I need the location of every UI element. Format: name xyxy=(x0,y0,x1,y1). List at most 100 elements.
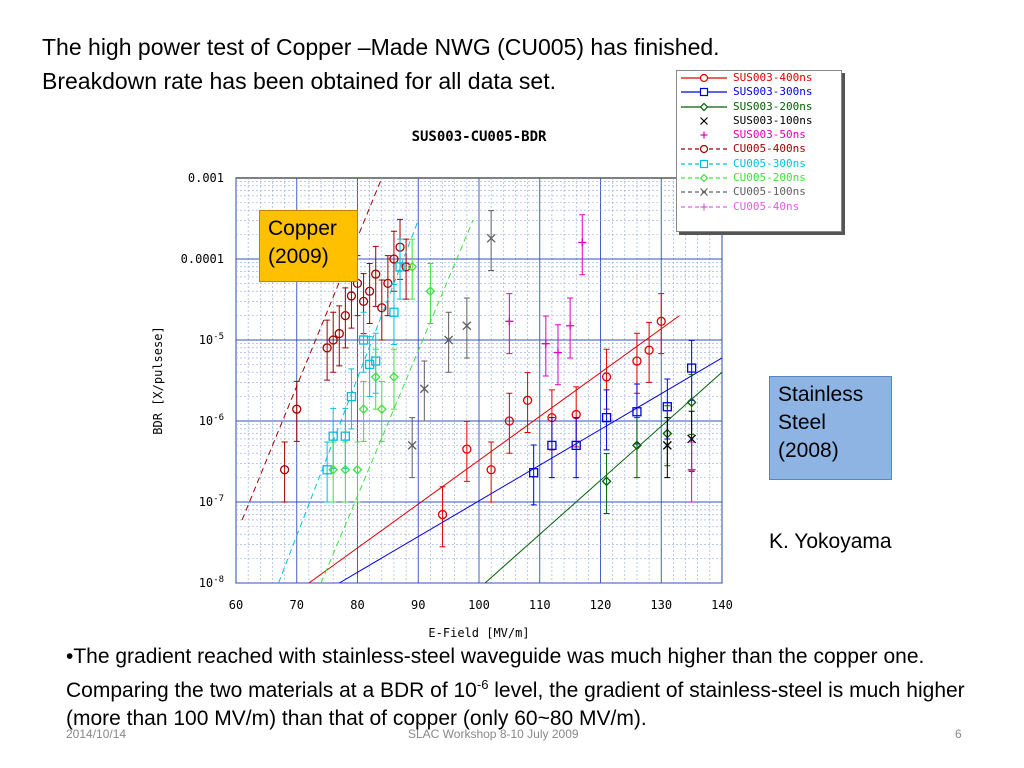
legend-label: CU005-100ns xyxy=(733,185,806,199)
data-point-cu005-400ns xyxy=(279,465,290,475)
data-point-sus003-50ns xyxy=(578,238,587,247)
x-tick-label: 90 xyxy=(411,598,425,612)
data-point-cu005-200ns xyxy=(370,372,381,382)
legend-label: SUS003-50ns xyxy=(733,128,806,142)
data-point-cu005-400ns xyxy=(322,343,332,353)
error-bar-cu005-400ns xyxy=(342,287,349,349)
error-bar-cu005-100ns xyxy=(463,297,470,359)
data-point-sus003-400ns xyxy=(437,509,448,520)
data-point-sus003-400ns xyxy=(462,444,472,454)
error-bar-cu005-300ns xyxy=(390,284,397,345)
error-bar-cu005-400ns xyxy=(336,305,343,367)
data-point-cu005-100ns xyxy=(444,335,454,345)
data-point-cu005-300ns xyxy=(346,391,357,402)
y-tick-label: 0.001 xyxy=(188,171,224,185)
data-point-cu005-400ns xyxy=(401,262,411,272)
copper-label-box: Copper (2009) xyxy=(259,210,358,282)
x-tick-label: 120 xyxy=(590,598,612,612)
bullet-pre: •The gradient reached with stainless-ste… xyxy=(66,645,925,702)
legend-label: SUS003-300ns xyxy=(733,85,813,99)
error-bar-cu005-200ns xyxy=(330,441,337,503)
legend-symbol xyxy=(681,203,727,211)
ss-year: (2008) xyxy=(778,439,839,462)
error-bar-cu005-300ns xyxy=(366,336,373,398)
error-bar-cu005-300ns xyxy=(348,368,355,430)
bullet-text: •The gradient reached with stainless-ste… xyxy=(66,643,976,733)
error-bar-cu005-400ns xyxy=(324,319,331,381)
fit-line-sus003-400ns xyxy=(308,315,680,583)
data-point-sus003-50ns xyxy=(566,321,575,330)
error-bar-cu005-200ns xyxy=(354,441,361,503)
error-bar-cu005-100ns xyxy=(445,311,452,373)
data-point-sus003-200ns xyxy=(601,476,612,487)
data-point-cu005-300ns xyxy=(389,307,399,317)
data-point-sus003-50ns xyxy=(541,339,550,348)
x-tick-label: 70 xyxy=(290,598,304,612)
legend-item: SUS003-400ns xyxy=(677,71,841,85)
x-tick-label: 60 xyxy=(229,598,243,612)
error-bar-sus003-300ns xyxy=(573,417,580,479)
data-point-sus003-100ns xyxy=(662,440,672,450)
error-bar-cu005-300ns xyxy=(324,441,331,503)
data-point-sus003-300ns xyxy=(632,407,642,417)
author: K. Yokoyama xyxy=(769,530,892,553)
x-tick-label: 140 xyxy=(711,598,733,612)
data-point-cu005-200ns xyxy=(358,404,369,415)
x-axis-label: E-Field [MV/m] xyxy=(428,626,529,640)
error-bar-sus003-200ns xyxy=(633,417,640,479)
data-point-cu005-400ns xyxy=(346,291,357,301)
legend-label: CU005-40ns xyxy=(733,199,800,213)
data-point-cu005-200ns xyxy=(425,286,436,297)
data-point-sus003-300ns xyxy=(547,440,557,451)
title-line-1: The high power test of Copper –Made NWG … xyxy=(42,34,720,60)
data-point-cu005-100ns xyxy=(486,233,496,243)
copper-label: Copper xyxy=(268,217,337,240)
legend-item: CU005-200ns xyxy=(677,171,841,185)
error-bar-sus003-400ns xyxy=(524,372,531,434)
data-point-cu005-300ns xyxy=(395,262,405,272)
data-point-cu005-200ns xyxy=(407,261,418,272)
data-point-cu005-400ns xyxy=(328,335,338,345)
legend-label: CU005-200ns xyxy=(733,171,806,185)
data-point-sus003-200ns xyxy=(686,397,697,408)
data-point-cu005-400ns xyxy=(334,328,344,339)
error-bar-cu005-400ns xyxy=(281,441,288,503)
data-point-sus003-300ns xyxy=(686,363,697,373)
chart-legend: SUS003-400ns SUS003-300ns SUS003-200ns SUS0… xyxy=(676,70,842,232)
data-point-cu005-400ns xyxy=(364,286,375,296)
data-point-cu005-200ns xyxy=(389,372,399,382)
ss-label-2: Steel xyxy=(778,411,826,434)
error-bar-cu005-200ns xyxy=(360,380,367,442)
legend-label: SUS003-200ns xyxy=(733,99,813,113)
footer-event: SLAC Workshop 8-10 July 2009 xyxy=(408,727,579,741)
title-line-2: Breakdown rate has been obtained for all… xyxy=(42,68,557,94)
error-bar-sus003-400ns xyxy=(658,293,665,355)
fit-line-cu005-300ns xyxy=(278,220,419,583)
y-axis-label: BDR [X/pulsese] xyxy=(151,326,165,434)
fit-line-sus003-300ns xyxy=(339,357,722,583)
data-point-cu005-200ns xyxy=(376,404,387,415)
legend-item: SUS003-100ns xyxy=(677,114,841,128)
data-point-sus003-400ns xyxy=(632,356,642,366)
error-bar-sus003-200ns xyxy=(603,453,610,515)
error-bar-cu005-200ns xyxy=(342,441,349,503)
legend-label: SUS003-400ns xyxy=(733,71,813,84)
y-tick-label: 10-6 xyxy=(199,413,224,428)
data-point-cu005-400ns xyxy=(340,310,351,321)
error-bar-cu005-100ns xyxy=(409,417,416,479)
data-point-cu005-400ns xyxy=(371,269,381,279)
data-point-cu005-200ns xyxy=(340,464,351,475)
footer-date: 2014/10/14 xyxy=(66,727,127,741)
data-point-sus003-400ns xyxy=(504,416,515,426)
data-point-sus003-400ns xyxy=(522,395,533,405)
legend-symbol xyxy=(681,145,727,154)
data-point-sus003-400ns xyxy=(486,465,496,475)
legend-item: SUS003-200ns xyxy=(677,100,841,114)
data-point-sus003-50ns xyxy=(553,348,562,357)
data-point-sus003-300ns xyxy=(529,468,539,478)
error-bar-cu005-400ns xyxy=(330,311,337,373)
data-point-cu005-100ns xyxy=(407,440,417,450)
data-point-sus003-50ns xyxy=(687,465,696,474)
data-point-cu005-200ns xyxy=(328,464,339,475)
error-bar-cu005-100ns xyxy=(421,360,428,422)
